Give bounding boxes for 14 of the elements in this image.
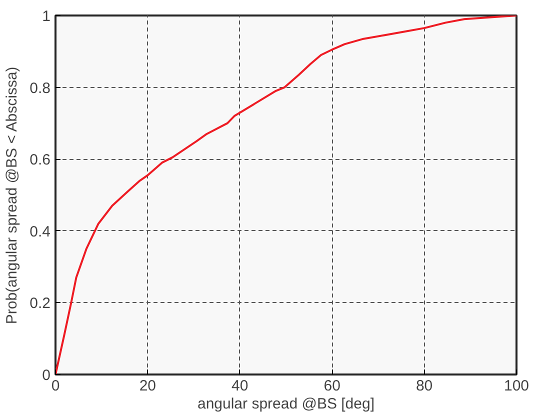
x-tick-label: 100 xyxy=(504,378,530,394)
x-tick-label: 40 xyxy=(232,378,248,394)
x-tick-label: 20 xyxy=(139,378,156,394)
y-tick-label: 0.4 xyxy=(30,223,51,240)
y-tick-label: 0.6 xyxy=(30,152,51,169)
y-tick-label: 1 xyxy=(42,8,50,25)
x-tick-label: 80 xyxy=(416,378,433,394)
line-series xyxy=(56,16,516,374)
x-tick-label: 60 xyxy=(324,378,340,394)
y-axis-title: Prob(angular spread @BS < Abscissa) xyxy=(4,66,21,324)
y-tick-label: 0.2 xyxy=(30,295,51,312)
y-tick-label: 0 xyxy=(42,367,50,384)
y-tick-label: 0.8 xyxy=(30,80,51,97)
x-axis-title: angular spread @BS [deg] xyxy=(198,396,375,412)
